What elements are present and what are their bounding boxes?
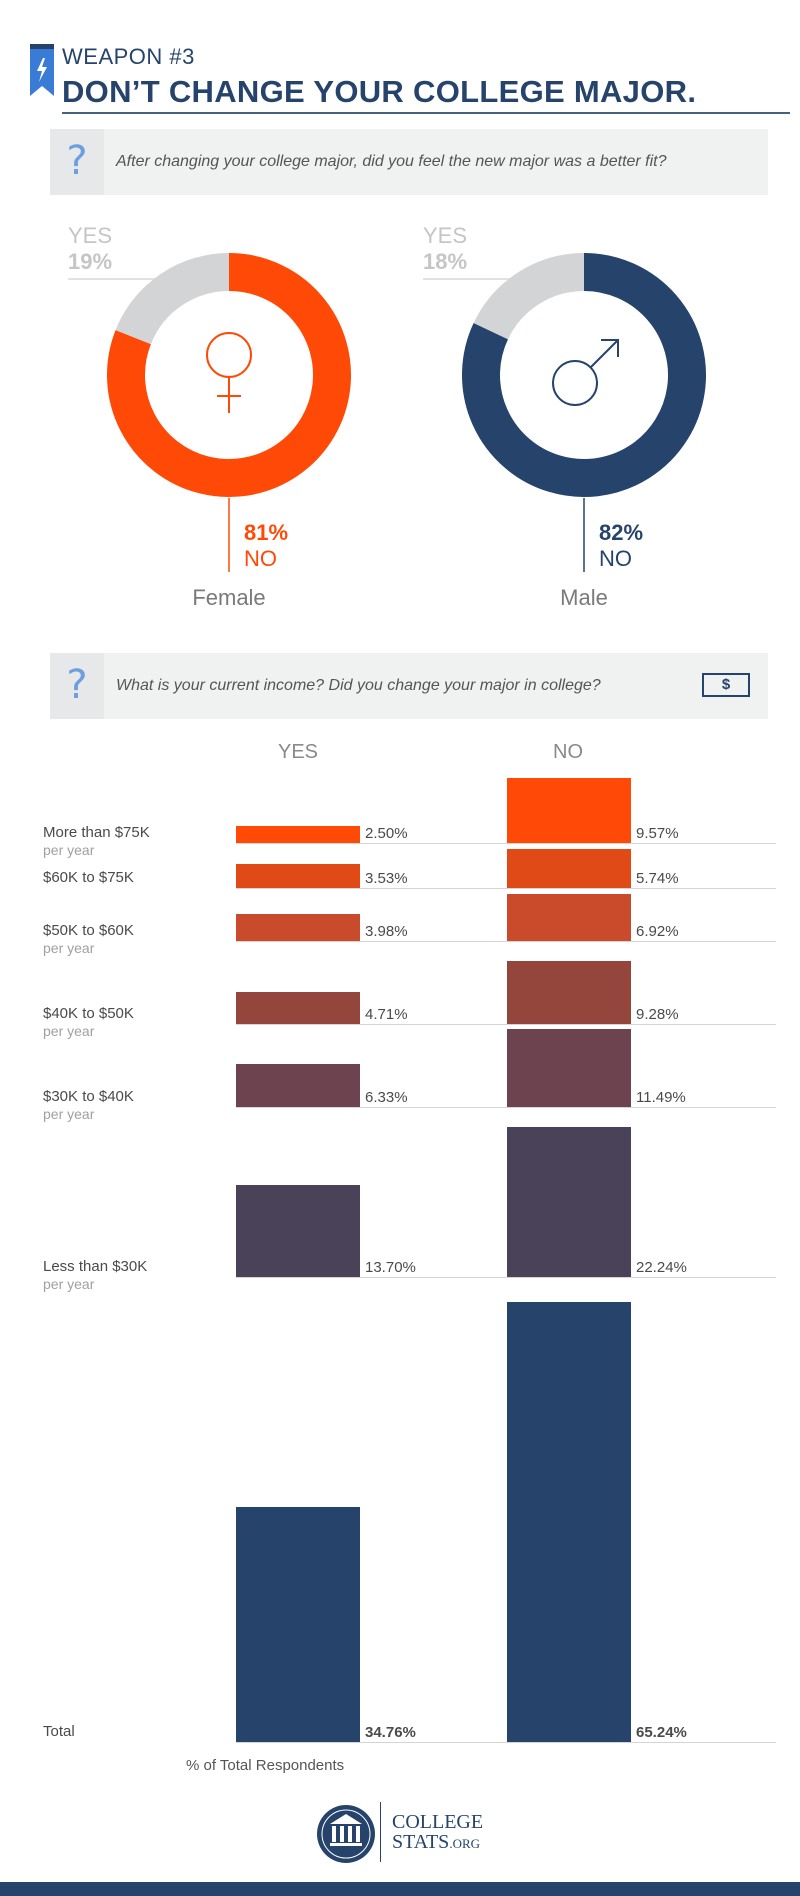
male-no-value: 82% xyxy=(599,520,644,545)
row-label: $50K to $60K xyxy=(43,922,134,939)
female-no-slice xyxy=(107,253,351,497)
male-no-label: NO xyxy=(599,546,632,571)
bar-no xyxy=(507,849,631,888)
bookmark-icon xyxy=(30,44,54,96)
row-label: $40K to $50K xyxy=(43,1005,134,1022)
female-donut-chart xyxy=(68,253,351,572)
college-stats-logo: COLLEGE STATS.ORG xyxy=(392,1812,483,1854)
bar-value-yes: 4.71% xyxy=(365,1006,408,1023)
bottom-bar xyxy=(0,1882,800,1896)
bar-value-yes: 2.50% xyxy=(365,825,408,842)
row-label: $30K to $40K xyxy=(43,1088,134,1105)
row-baseline xyxy=(236,1024,776,1025)
female-no-value: 81% xyxy=(244,520,289,545)
male-symbol-icon xyxy=(552,339,619,406)
logo-divider xyxy=(380,1802,381,1862)
female-yes-label: YES xyxy=(68,223,113,248)
question-text: What is your current income? Did you cha… xyxy=(116,677,601,694)
row-baseline xyxy=(236,888,776,889)
logo-line-2: STATS.ORG xyxy=(392,1832,483,1854)
bar-value-no: 6.92% xyxy=(636,923,679,940)
row-label: More than $75K xyxy=(43,824,150,841)
bar-value-no: 65.24% xyxy=(636,1724,687,1741)
question-box-income: ? What is your current income? Did you c… xyxy=(50,653,768,719)
logo-line-2-main: STATS xyxy=(392,1831,450,1853)
male-caption: Male xyxy=(560,585,608,610)
female-symbol-icon xyxy=(206,332,252,413)
bar-yes xyxy=(236,1184,360,1277)
bar-no xyxy=(507,1126,631,1277)
college-stats-logo-icon xyxy=(317,1805,375,1863)
bar-yes xyxy=(236,914,360,941)
bar-value-yes: 6.33% xyxy=(365,1089,408,1106)
male-donut-chart xyxy=(423,253,706,572)
question-mark-icon: ? xyxy=(50,129,104,195)
dollar-bill-icon: $ xyxy=(702,673,750,697)
bar-value-yes: 34.76% xyxy=(365,1724,416,1741)
chart-footnote: % of Total Respondents xyxy=(186,1757,345,1774)
female-yes-value: 19% xyxy=(68,249,113,274)
row-sublabel: per year xyxy=(43,1276,95,1292)
male-yes-slice xyxy=(473,253,585,340)
row-label: Total xyxy=(43,1723,75,1740)
column-header-yes: YES xyxy=(277,741,319,763)
column-header-no: NO xyxy=(553,741,583,763)
bar-no xyxy=(507,894,631,941)
bar-value-yes: 3.98% xyxy=(365,923,408,940)
bar-no xyxy=(507,1301,631,1742)
title-divider xyxy=(62,112,790,114)
row-baseline xyxy=(236,941,776,942)
bar-value-no: 5.74% xyxy=(636,870,679,887)
bar-yes xyxy=(236,864,360,888)
row-sublabel: per year xyxy=(43,842,95,858)
row-baseline xyxy=(236,1742,776,1743)
bar-yes xyxy=(236,1064,360,1107)
page-title: DON’T CHANGE YOUR COLLEGE MAJOR. xyxy=(62,74,697,109)
bar-value-no: 9.28% xyxy=(636,1006,679,1023)
female-no-label: NO xyxy=(244,546,277,571)
male-no-slice xyxy=(462,253,706,497)
question-box-fit: ? After changing your college major, did… xyxy=(50,129,768,195)
bar-value-yes: 13.70% xyxy=(365,1259,416,1276)
male-yes-label: YES xyxy=(423,223,468,248)
row-sublabel: per year xyxy=(43,1106,95,1122)
female-yes-slice xyxy=(115,253,230,345)
bar-value-yes: 3.53% xyxy=(365,870,408,887)
bar-no xyxy=(507,778,631,843)
bar-no xyxy=(507,961,631,1024)
row-sublabel: per year xyxy=(43,1023,95,1039)
question-mark-icon: ? xyxy=(50,653,104,719)
bar-no xyxy=(507,1029,631,1107)
bar-yes xyxy=(236,992,360,1024)
row-label: $60K to $75K xyxy=(43,869,134,886)
logo-suffix: .ORG xyxy=(449,1836,481,1851)
row-baseline xyxy=(236,1277,776,1278)
bar-yes xyxy=(236,1507,360,1742)
weapon-label: WEAPON #3 xyxy=(62,44,195,69)
logo-line-1: COLLEGE xyxy=(392,1811,484,1833)
male-yes-value: 18% xyxy=(423,249,468,274)
row-baseline xyxy=(236,1107,776,1108)
row-label: Less than $30K xyxy=(43,1258,148,1275)
row-baseline xyxy=(236,843,776,844)
bar-value-no: 11.49% xyxy=(636,1089,686,1106)
row-sublabel: per year xyxy=(43,940,95,956)
bar-yes xyxy=(236,826,360,843)
bar-value-no: 9.57% xyxy=(636,825,679,842)
bar-value-no: 22.24% xyxy=(636,1259,687,1276)
female-caption: Female xyxy=(192,585,266,610)
question-text: After changing your college major, did y… xyxy=(116,153,667,170)
